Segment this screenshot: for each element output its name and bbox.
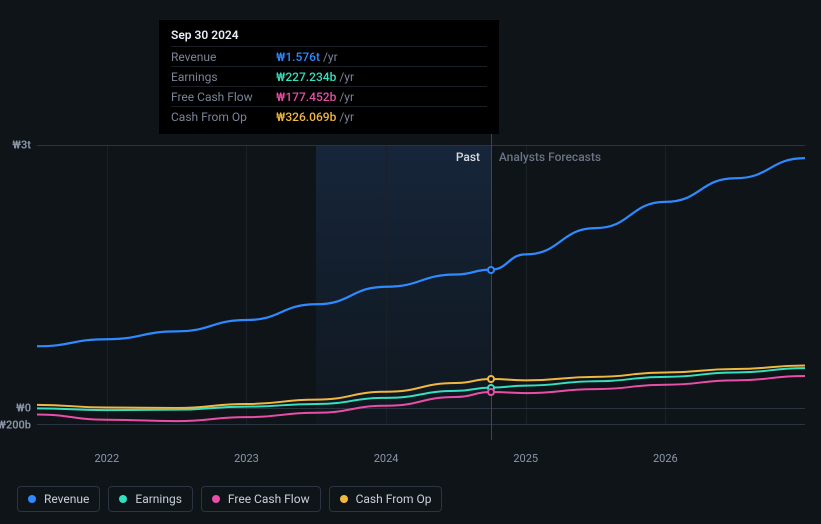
tooltip-row-label: Cash From Op <box>171 108 276 126</box>
legend-label: Cash From Op <box>356 492 432 506</box>
tooltip-row: Revenue₩1.576t/yr <box>171 46 487 66</box>
legend-item-cfo[interactable]: Cash From Op <box>329 486 443 512</box>
series-earnings <box>37 368 805 410</box>
legend-dot-icon <box>28 495 36 503</box>
past-section-label: Past <box>456 150 480 164</box>
marker-revenue <box>487 266 495 274</box>
series-fcf <box>37 376 805 421</box>
tooltip-row-label: Revenue <box>171 48 276 66</box>
chart-legend: Revenue Earnings Free Cash Flow Cash From O… <box>17 486 442 512</box>
tooltip-row-label: Free Cash Flow <box>171 88 276 106</box>
y-axis-label: -₩200b <box>0 419 31 432</box>
tooltip-row-value: ₩1.576t <box>276 48 320 66</box>
legend-item-earnings[interactable]: Earnings <box>108 486 193 512</box>
tooltip-row-unit: /yr <box>339 68 354 86</box>
x-axis-label: 2022 <box>94 452 119 465</box>
series-revenue <box>37 158 805 346</box>
tooltip-row-value: ₩177.452b <box>276 88 336 106</box>
x-axis-label: 2026 <box>653 452 678 465</box>
legend-label: Free Cash Flow <box>228 492 310 506</box>
tooltip-row-value: ₩326.069b <box>276 108 336 126</box>
marker-cfo <box>487 375 495 383</box>
legend-label: Revenue <box>44 492 89 506</box>
tooltip-row: Free Cash Flow₩177.452b/yr <box>171 86 487 106</box>
y-axis-label: ₩0 <box>16 401 31 414</box>
tooltip-row: Cash From Op₩326.069b/yr <box>171 106 487 126</box>
x-axis-label: 2024 <box>374 452 399 465</box>
legend-item-revenue[interactable]: Revenue <box>17 486 100 512</box>
tooltip-row: Earnings₩227.234b/yr <box>171 66 487 86</box>
tooltip-row-unit: /yr <box>339 88 354 106</box>
x-axis-label: 2023 <box>234 452 259 465</box>
forecast-section-label: Analysts Forecasts <box>499 150 601 164</box>
legend-item-fcf[interactable]: Free Cash Flow <box>201 486 321 512</box>
tooltip-row-label: Earnings <box>171 68 276 86</box>
legend-dot-icon <box>119 495 127 503</box>
x-axis-label: 2025 <box>513 452 538 465</box>
legend-label: Earnings <box>135 492 182 506</box>
tooltip-row-unit: /yr <box>323 48 338 66</box>
legend-dot-icon <box>212 495 220 503</box>
earnings-revenue-chart: Sep 30 2024 Revenue₩1.576t/yrEarnings₩22… <box>17 0 805 480</box>
marker-fcf <box>487 388 495 396</box>
tooltip-date: Sep 30 2024 <box>171 28 487 42</box>
chart-lines <box>37 145 805 445</box>
chart-tooltip: Sep 30 2024 Revenue₩1.576t/yrEarnings₩22… <box>159 20 499 134</box>
tooltip-row-value: ₩227.234b <box>276 68 336 86</box>
tooltip-row-unit: /yr <box>339 108 354 126</box>
y-axis-label: ₩3t <box>12 139 31 152</box>
legend-dot-icon <box>340 495 348 503</box>
